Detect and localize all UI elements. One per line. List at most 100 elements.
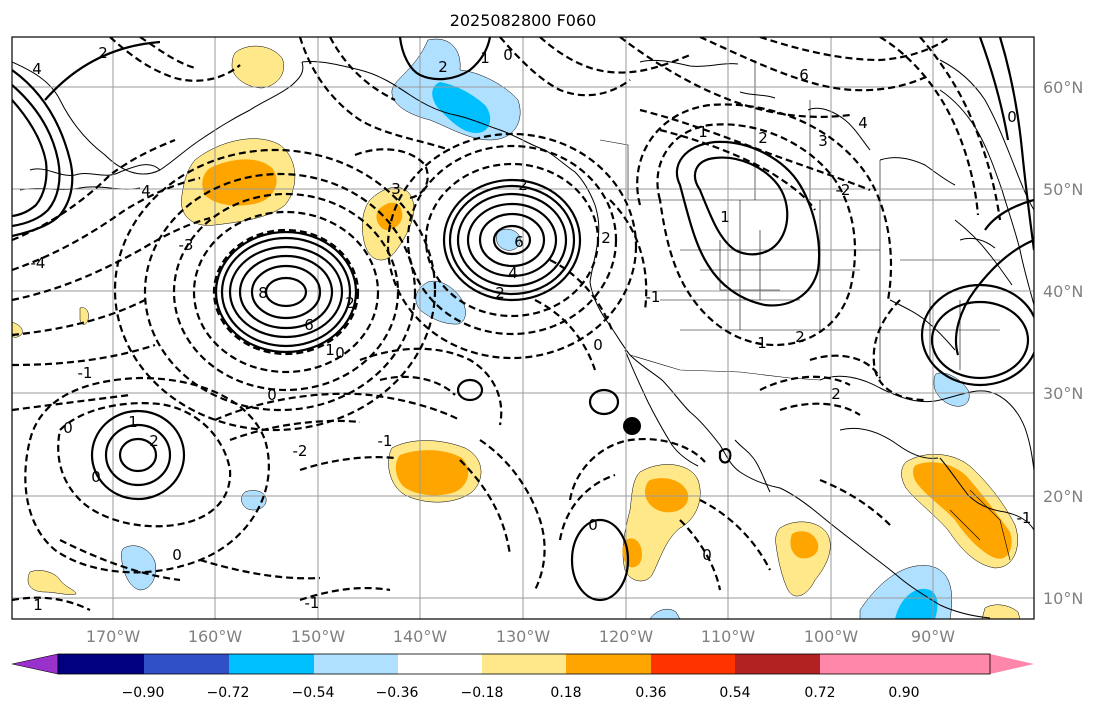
- colorbar-tick: −0.36: [376, 685, 419, 701]
- map-frame: [11, 36, 1035, 620]
- colorbar-segment: [144, 654, 229, 674]
- fill-positive-light: [231, 45, 284, 89]
- station-marker: [623, 417, 641, 435]
- fill-positive-strong: [913, 462, 1012, 559]
- contour-label: 4: [508, 264, 518, 282]
- contour-label: 2: [495, 284, 505, 302]
- lon-label: 170°W: [86, 627, 141, 646]
- contour-label: 0: [91, 468, 101, 486]
- fill-negative-strong: [432, 82, 491, 134]
- lon-label: 100°W: [804, 627, 859, 646]
- colorbar-tick: 0.72: [804, 685, 835, 701]
- contour-label: 2: [345, 294, 355, 312]
- contour-label: -1: [1017, 509, 1032, 527]
- contour-label: 1: [33, 596, 43, 614]
- contour-labels: 2 1 0 4 6 2 1 3 4 2 0 -2 3 2 4 8 6 2 1 0…: [31, 44, 1032, 614]
- colorbar-extend-low: [11, 653, 59, 675]
- contour-label: 0: [335, 344, 345, 362]
- contour-label: 0: [63, 419, 73, 437]
- colorbar: −0.90 −0.72 −0.54 −0.36 −0.18 0.18 0.36 …: [11, 653, 1034, 701]
- colorbar-segment: [651, 654, 735, 674]
- colorbar-segment: [314, 654, 398, 674]
- contour-label: 2: [758, 129, 768, 147]
- contour-label: -1: [78, 364, 93, 382]
- contour-label: 6: [799, 66, 809, 84]
- fill-negative-light: [121, 545, 156, 591]
- contour-label: -2: [836, 181, 851, 199]
- lon-label: 120°W: [599, 627, 654, 646]
- fill-positive-strong: [644, 478, 689, 513]
- lon-label: 140°W: [393, 627, 448, 646]
- contour-label: -4: [31, 254, 46, 272]
- contour-label: 6: [304, 316, 314, 334]
- lon-label: 160°W: [188, 627, 243, 646]
- contour-label: -1: [378, 432, 393, 450]
- contour-label: 4: [141, 182, 151, 200]
- contour-label: -1: [646, 288, 661, 306]
- lon-label: 90°W: [911, 627, 955, 646]
- colorbar-tick: 0.90: [888, 685, 919, 701]
- contour-label: 1: [698, 123, 708, 141]
- lat-label: 30°N: [1043, 384, 1083, 403]
- colorbar-tick: −0.90: [122, 685, 165, 701]
- contour-label: 2: [438, 58, 448, 76]
- contour-label: 0: [267, 386, 277, 404]
- contour-label: -1: [305, 594, 320, 612]
- lat-label: 10°N: [1043, 589, 1083, 608]
- longitude-labels: 170°W 160°W 150°W 140°W 130°W 120°W 110°…: [86, 627, 955, 646]
- contour-label: 1: [128, 413, 138, 431]
- contour-label: 4: [32, 60, 42, 78]
- colorbar-tick: −0.18: [461, 685, 504, 701]
- lon-label: 150°W: [291, 627, 346, 646]
- contour-label: 1: [720, 208, 730, 226]
- contour-label: -2: [293, 442, 308, 460]
- colorbar-tick: 0.36: [635, 685, 666, 701]
- fill-positive-light: [27, 570, 77, 595]
- colorbar-outline: [57, 653, 991, 675]
- colorbar-segment: [229, 654, 314, 674]
- lat-label: 50°N: [1043, 180, 1083, 199]
- contour-label: 4: [858, 114, 868, 132]
- colorbar-tick: −0.54: [292, 685, 335, 701]
- lat-label: 40°N: [1043, 282, 1083, 301]
- contour-label: 3: [391, 180, 401, 198]
- contour-label: -3: [179, 236, 194, 254]
- lon-label: 110°W: [701, 627, 756, 646]
- colorbar-segment: [735, 654, 820, 674]
- fill-negative-light: [649, 608, 681, 619]
- lon-label: 130°W: [496, 627, 551, 646]
- colorbar-segment: [398, 654, 482, 674]
- fill-positive-strong: [790, 531, 819, 559]
- fill-positive-strong: [395, 450, 469, 496]
- contour-label: 8: [258, 284, 268, 302]
- contour-label: 0: [702, 546, 712, 564]
- contour-label: 1: [757, 334, 767, 352]
- colorbar-tick: 0.18: [550, 685, 581, 701]
- contour-label: 0: [503, 46, 513, 64]
- fill-positive-light: [981, 604, 1021, 619]
- contour-label: 3: [818, 132, 828, 150]
- colorbar-segment: [58, 654, 144, 674]
- contour-label: 2: [518, 176, 528, 194]
- contour-label: 0: [593, 336, 603, 354]
- contour-label: 2: [831, 385, 841, 403]
- colorbar-extend-high: [904, 654, 1034, 674]
- shaded-fills: [12, 38, 1021, 619]
- lat-label: 60°N: [1043, 78, 1083, 97]
- colorbar-segment: [482, 654, 566, 674]
- map-title: 2025082800 F060: [450, 11, 597, 30]
- colorbar-tick: 0.54: [719, 685, 750, 701]
- contour-label: 0: [1007, 108, 1017, 126]
- contour-label: 6: [514, 233, 524, 251]
- colorbar-tick: −0.72: [207, 685, 250, 701]
- borders: [599, 60, 1034, 561]
- colorbar-segment: [566, 654, 651, 674]
- coastlines: [12, 59, 1034, 619]
- fill-positive-light: [12, 321, 23, 338]
- contour-label: 2: [795, 328, 805, 346]
- contours: [12, 37, 1034, 611]
- latitude-labels: 60°N 50°N 40°N 30°N 20°N 10°N: [1043, 78, 1083, 608]
- contour-label: 2: [98, 44, 108, 62]
- fill-positive-strong: [202, 159, 277, 206]
